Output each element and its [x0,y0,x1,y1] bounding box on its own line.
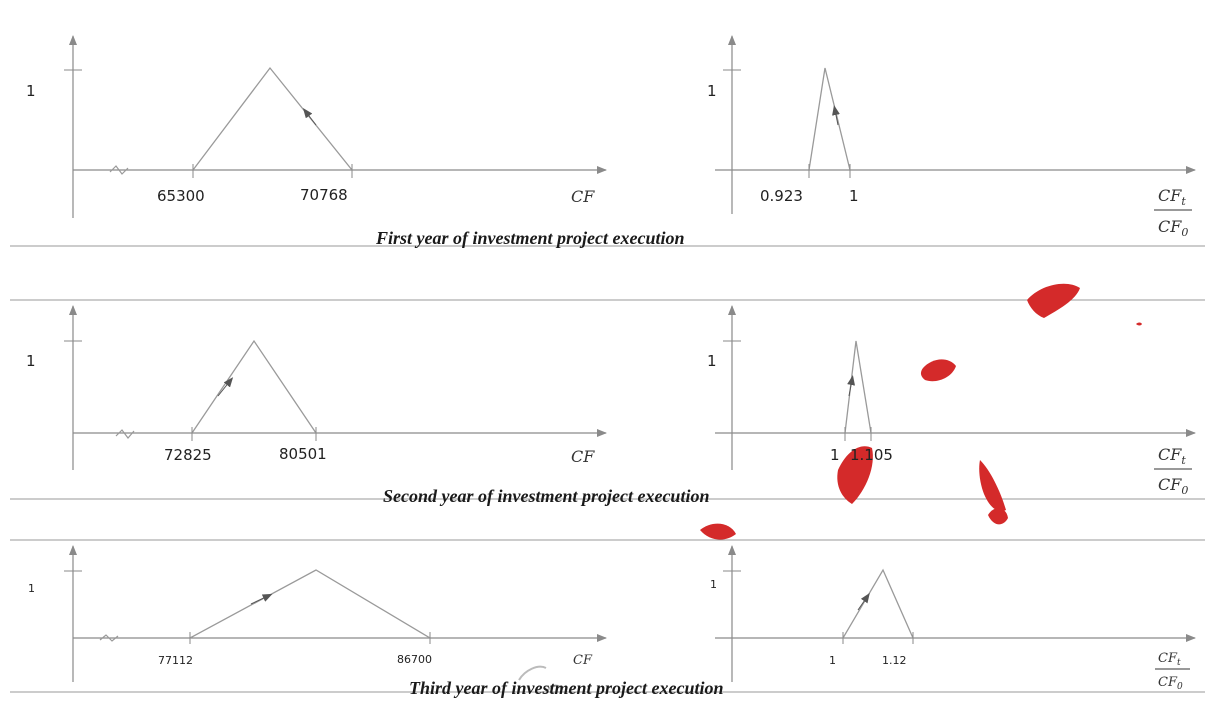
watermark-stroke [700,523,736,540]
membership-one-label: 1 [26,82,36,100]
x-axis-label: CF [571,447,595,466]
tick-label-a: 77112 [158,654,193,667]
membership-one-label: 1 [707,82,717,100]
watermark-logo [700,283,1142,540]
ratio-numerator: CF [1158,651,1178,666]
membership-triangle [808,67,851,171]
direction-arrow [847,375,856,397]
axis-break-mark [115,429,135,439]
watermark-grey-stroke [547,684,563,691]
tick-label-c: 1.12 [882,654,907,667]
tick-label-c: 80501 [279,445,327,463]
direction-arrow [832,105,840,126]
direction-arrow [250,593,273,605]
ratio-chart-right: 1 1 1.105 CFt CF0 [707,305,1196,497]
tick-label-c: 1.105 [850,446,893,464]
membership-one-label: 1 [707,352,717,370]
watermark-stroke [1027,283,1080,318]
watermark-stroke [988,508,1008,525]
membership-one-label: 1 [710,578,717,591]
ratio-numerator: CF [1158,445,1182,464]
panel-year-3: 1 77112 86700 CF 1 1 1.12 CFt CF0 [28,545,1196,698]
ratio-axis-label: CFt CF0 [1154,445,1192,497]
cf-chart-left: 1 65300 70768 CF [26,35,607,218]
svg-text:CFt: CFt [1158,445,1186,467]
tick-label-a: 65300 [157,187,205,205]
ratio-denominator-sub: 0 [1181,226,1188,239]
cf-chart-left: 1 77112 86700 CF [28,545,607,682]
svg-text:CF0: CF0 [1158,475,1188,497]
direction-arrow [302,108,317,126]
tick-label-a: 0.923 [760,187,803,205]
panel-year-2: 1 72825 80501 CF 1 1 1.105 CFt CF0 [26,305,1196,506]
direction-arrow [857,592,870,611]
cf-chart-left: 1 72825 80501 CF [26,305,607,470]
watermark-grey [518,665,563,691]
tick-label-a: 72825 [164,446,212,464]
svg-text:CFt: CFt [1158,186,1186,208]
ratio-numerator-sub: t [1177,658,1181,668]
separators [10,245,1205,693]
x-axis-label: CF [573,653,593,668]
watermark-stroke [920,359,956,382]
watermark-stroke [1136,322,1142,326]
watermark-stroke [837,446,873,504]
panel-caption: First year of investment project executi… [375,228,684,248]
svg-text:CFt: CFt [1158,651,1181,668]
membership-triangle [192,66,353,171]
tick-label-a: 1 [830,446,840,464]
ratio-numerator-sub: t [1181,195,1186,208]
ratio-denominator: CF [1158,675,1178,690]
watermark-stroke [979,460,1006,512]
tick-label-c: 86700 [397,653,432,666]
membership-triangle [844,340,872,434]
ratio-denominator-sub: 0 [1181,484,1188,497]
panel-year-1: 1 65300 70768 CF 1 0.923 1 CFt CF0 [26,35,1196,248]
axis-break-mark [99,634,119,642]
membership-one-label: 1 [26,352,36,370]
svg-text:CF0: CF0 [1158,675,1183,692]
membership-triangle [189,569,431,639]
ratio-axis-label: CFt CF0 [1154,186,1192,239]
tick-label-a: 1 [829,654,836,667]
ratio-chart-right: 1 0.923 1 CFt CF0 [707,35,1196,239]
membership-triangle [842,568,914,639]
x-axis-label: CF [571,187,595,206]
ratio-denominator: CF [1158,475,1182,494]
ratio-chart-right: 1 1 1.12 CFt CF0 [710,545,1196,692]
ratio-axis-label: CFt CF0 [1155,651,1190,692]
panel-caption: Third year of investment project executi… [409,678,723,698]
ratio-denominator: CF [1158,217,1182,236]
tick-label-c: 70768 [300,186,348,204]
membership-one-label: 1 [28,582,35,595]
panel-caption: Second year of investment project execut… [383,486,709,506]
direction-arrow [217,377,234,397]
tick-label-c: 1 [849,187,859,205]
watermark-grey-stroke [518,665,547,681]
svg-text:CF0: CF0 [1158,217,1188,239]
ratio-numerator-sub: t [1181,454,1186,467]
membership-triangle [191,339,317,434]
ratio-numerator: CF [1158,186,1182,205]
axis-break-mark [109,165,129,175]
ratio-denominator-sub: 0 [1177,682,1183,692]
